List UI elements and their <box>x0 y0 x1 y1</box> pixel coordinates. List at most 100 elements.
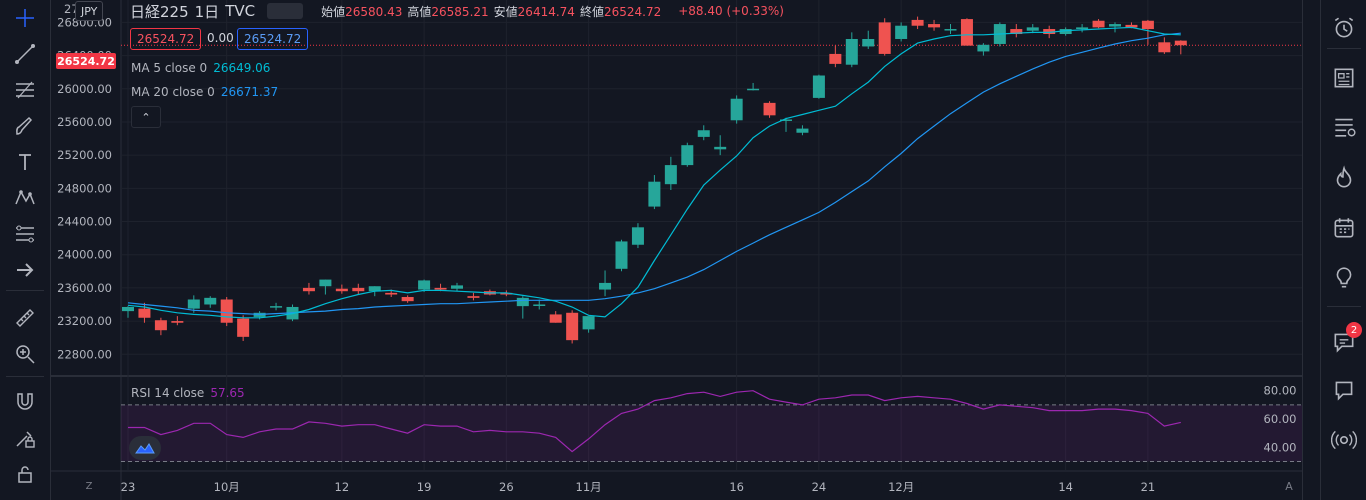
candle-up[interactable] <box>862 38 875 47</box>
prediction-icon[interactable] <box>10 219 40 249</box>
fib-icon[interactable] <box>10 75 40 105</box>
candle-down[interactable] <box>549 314 562 323</box>
symbol-name[interactable]: 日経225 <box>130 2 189 21</box>
candle-down[interactable] <box>960 19 973 46</box>
candle-up[interactable] <box>1109 24 1121 27</box>
candle-up[interactable] <box>599 282 612 290</box>
candle-down[interactable] <box>1092 20 1105 28</box>
candle-down[interactable] <box>401 297 414 302</box>
zoom-icon[interactable] <box>10 339 40 369</box>
candle-up[interactable] <box>204 297 217 305</box>
legend-toggle-pill[interactable] <box>267 3 304 19</box>
signal-icon[interactable] <box>1328 424 1360 456</box>
candle-down[interactable] <box>829 53 842 64</box>
collapse-legend-button[interactable]: ⌃ <box>131 106 161 128</box>
candle-up[interactable] <box>187 299 200 309</box>
candle-up[interactable] <box>368 286 381 292</box>
tradingview-logo-icon[interactable] <box>129 436 161 460</box>
brush-icon[interactable] <box>10 111 40 141</box>
candle-up[interactable] <box>977 44 990 52</box>
buy-price-box[interactable]: 26524.72 <box>237 28 309 50</box>
ma20-line[interactable] <box>127 32 1181 316</box>
candle-up[interactable] <box>845 38 858 65</box>
candle-down[interactable] <box>566 312 579 341</box>
candle-down[interactable] <box>385 292 398 295</box>
timezone-button[interactable]: Z <box>85 480 93 492</box>
candle-up[interactable] <box>944 29 957 31</box>
lock-icon[interactable] <box>10 459 40 489</box>
interval-label[interactable]: 1日 <box>194 2 220 21</box>
candle-down[interactable] <box>154 320 167 331</box>
chat-icon[interactable]: 2 <box>1328 322 1362 358</box>
news-icon[interactable] <box>1328 62 1360 94</box>
candle-down[interactable] <box>1043 29 1056 35</box>
candle-up[interactable] <box>714 146 727 150</box>
ma5-legend[interactable]: MA 5 close 0 26649.06 <box>131 61 270 75</box>
candle-down[interactable] <box>352 287 365 292</box>
candle-up[interactable] <box>516 297 529 307</box>
currency-chip[interactable]: JPY <box>75 1 104 21</box>
candle-up[interactable] <box>1076 27 1089 30</box>
candle-up[interactable] <box>681 145 694 166</box>
candle-down[interactable] <box>1174 40 1187 46</box>
candle-up[interactable] <box>631 227 644 245</box>
candle-up[interactable] <box>697 130 710 137</box>
candle-up[interactable] <box>747 88 760 91</box>
candle-up[interactable] <box>730 98 743 121</box>
ideas-icon[interactable] <box>1328 262 1360 294</box>
candle-up[interactable] <box>418 280 431 290</box>
candle-down[interactable] <box>237 318 250 337</box>
candle-up[interactable] <box>319 279 332 287</box>
candle-down[interactable] <box>911 19 924 26</box>
candle-down[interactable] <box>220 299 233 323</box>
candle-up[interactable] <box>780 119 792 121</box>
candle-up[interactable] <box>664 165 677 185</box>
candle-up[interactable] <box>1026 27 1039 31</box>
arrow-icon[interactable] <box>10 255 40 285</box>
candle-up[interactable] <box>270 306 283 308</box>
candle-up[interactable] <box>648 181 661 207</box>
ma20-legend[interactable]: MA 20 close 0 26671.37 <box>131 85 278 99</box>
candle-down[interactable] <box>138 308 151 318</box>
rsi-legend[interactable]: RSI 14 close 57.65 <box>131 386 245 400</box>
sell-price-box[interactable]: 26524.72 <box>130 28 202 50</box>
candle-up[interactable] <box>895 25 908 39</box>
candle-up[interactable] <box>615 241 628 269</box>
lock-drawings-icon[interactable] <box>10 423 40 453</box>
messages-icon[interactable] <box>1328 374 1360 406</box>
hotlist-icon[interactable] <box>1328 162 1360 194</box>
candle-down[interactable] <box>467 296 480 298</box>
text-icon[interactable] <box>10 147 40 177</box>
alarm-clock-icon[interactable] <box>1328 12 1360 44</box>
candle-up[interactable] <box>812 75 825 98</box>
auto-scale-button[interactable]: A <box>1285 479 1293 493</box>
ma5-line[interactable] <box>127 26 1181 319</box>
candle-down[interactable] <box>1141 20 1154 30</box>
candle-down[interactable] <box>302 287 315 292</box>
candle-down[interactable] <box>171 321 184 323</box>
price-chart[interactable]: 26800.0026400.0026000.0025600.0025200.00… <box>51 0 1302 500</box>
watchlist-icon[interactable] <box>1328 110 1360 142</box>
candle-up[interactable] <box>796 128 809 133</box>
candle-down[interactable] <box>928 24 941 28</box>
candle-down[interactable] <box>500 292 513 295</box>
trend-line-icon[interactable] <box>10 39 40 69</box>
candle-up[interactable] <box>1059 29 1072 35</box>
candle-down[interactable] <box>1010 29 1023 35</box>
crosshair-icon[interactable] <box>10 3 40 33</box>
ruler-icon[interactable] <box>10 303 40 333</box>
candle-down[interactable] <box>335 288 348 292</box>
candle-down[interactable] <box>1125 24 1138 28</box>
candle-up[interactable] <box>533 304 546 306</box>
magnet-icon[interactable] <box>10 387 40 417</box>
calendar-icon[interactable] <box>1328 212 1360 244</box>
candle-up[interactable] <box>451 285 463 289</box>
candle-down[interactable] <box>434 287 447 290</box>
candle-up[interactable] <box>582 316 595 330</box>
pattern-icon[interactable] <box>10 183 40 213</box>
candle-down[interactable] <box>763 102 776 116</box>
candle-down[interactable] <box>1158 42 1171 53</box>
rsi-line[interactable] <box>128 390 1181 453</box>
candle-up[interactable] <box>122 306 134 312</box>
candle-down[interactable] <box>878 22 891 54</box>
